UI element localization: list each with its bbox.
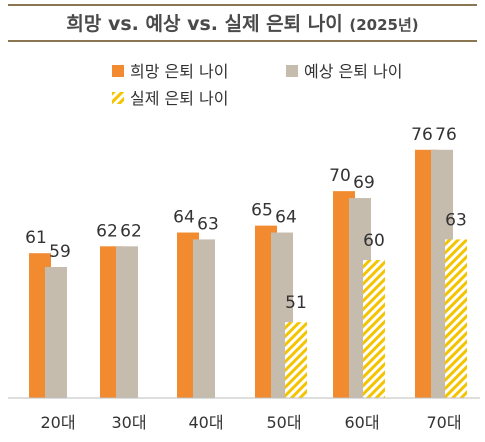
data-label-60대-series-3: 60	[363, 231, 385, 251]
data-label-70대-series-2: 76	[435, 125, 457, 145]
data-label-60대-series-2: 69	[353, 173, 375, 193]
legend-swatch-series-2	[286, 65, 298, 77]
legend-label-series-1: 희망 은퇴 나이	[130, 62, 229, 81]
data-label-20대-series-2: 59	[49, 242, 71, 262]
legend-label-series-3: 실제 은퇴 나이	[130, 89, 229, 108]
bar-50대-series-3	[285, 322, 307, 398]
data-label-40대-series-1: 64	[173, 208, 195, 228]
chart-title-sub: (2025년)	[349, 16, 419, 34]
chart-title-bar: 희망 vs. 예상 vs. 실제 은퇴 나이 (2025년)	[0, 0, 485, 44]
legend-label-series-2: 예상 은퇴 나이	[304, 62, 403, 81]
data-label-40대-series-2: 63	[197, 214, 219, 234]
bar-70대-series-3	[445, 239, 467, 398]
data-label-20대-series-1: 61	[25, 228, 47, 248]
x-tick-label-50대: 50대	[266, 413, 301, 432]
bar-30대-series-2	[116, 246, 138, 398]
bar-20대-series-2	[45, 267, 67, 398]
bar-60대-series-3	[363, 260, 385, 398]
x-tick-label-20대: 20대	[40, 413, 75, 432]
title-rule-bottom	[8, 40, 477, 42]
legend-swatch-series-1	[112, 65, 124, 77]
legend-swatch-series-3	[112, 92, 124, 104]
chart-title-main: 희망 vs. 예상 vs. 실제 은퇴 나이	[66, 13, 343, 35]
chart-title: 희망 vs. 예상 vs. 실제 은퇴 나이 (2025년)	[0, 9, 485, 36]
x-tick-label-30대: 30대	[111, 413, 146, 432]
x-tick-label-70대: 70대	[426, 413, 461, 432]
data-label-50대-series-2: 64	[275, 208, 297, 228]
x-tick-label-40대: 40대	[188, 413, 223, 432]
data-label-70대-series-1: 76	[411, 125, 433, 145]
chart-bars	[29, 149, 467, 398]
data-label-50대-series-1: 65	[251, 201, 273, 221]
x-tick-label-60대: 60대	[344, 413, 379, 432]
bar-40대-series-2	[193, 239, 215, 398]
data-label-50대-series-3: 51	[285, 293, 307, 313]
data-label-30대-series-1: 62	[96, 221, 118, 241]
data-label-60대-series-1: 70	[329, 166, 351, 186]
title-rule-top	[8, 4, 477, 6]
data-label-70대-series-3: 63	[445, 210, 467, 230]
data-label-30대-series-2: 62	[120, 221, 142, 241]
x-axis-tick-labels: 20대 30대 40대 50대 60대 70대	[40, 413, 461, 432]
